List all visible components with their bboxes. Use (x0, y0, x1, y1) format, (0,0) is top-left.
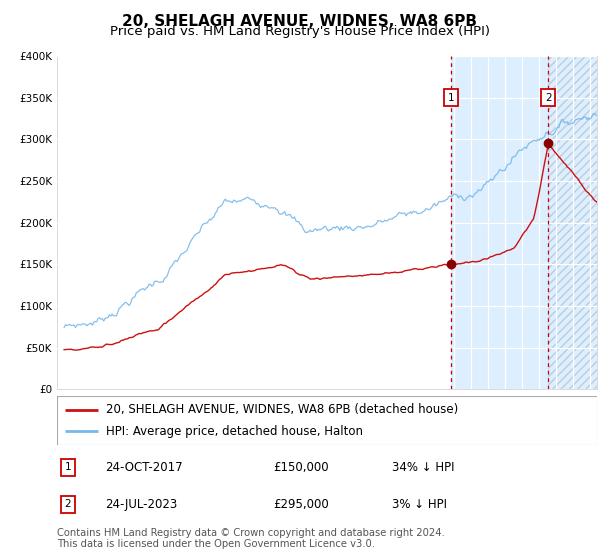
Text: Contains HM Land Registry data © Crown copyright and database right 2024.
This d: Contains HM Land Registry data © Crown c… (57, 528, 445, 549)
Text: 2: 2 (545, 92, 551, 102)
Text: 20, SHELAGH AVENUE, WIDNES, WA8 6PB (detached house): 20, SHELAGH AVENUE, WIDNES, WA8 6PB (det… (106, 403, 458, 416)
Text: Price paid vs. HM Land Registry's House Price Index (HPI): Price paid vs. HM Land Registry's House … (110, 25, 490, 38)
Text: 1: 1 (448, 92, 454, 102)
Text: 34% ↓ HPI: 34% ↓ HPI (392, 461, 454, 474)
FancyBboxPatch shape (57, 396, 597, 445)
Text: £150,000: £150,000 (273, 461, 329, 474)
Text: 3% ↓ HPI: 3% ↓ HPI (392, 498, 447, 511)
Bar (548, 56, 600, 389)
Bar (451, 56, 548, 389)
Text: 20, SHELAGH AVENUE, WIDNES, WA8 6PB: 20, SHELAGH AVENUE, WIDNES, WA8 6PB (122, 14, 478, 29)
Text: 24-OCT-2017: 24-OCT-2017 (106, 461, 183, 474)
Text: 24-JUL-2023: 24-JUL-2023 (106, 498, 178, 511)
Bar (548, 56, 600, 389)
Text: £295,000: £295,000 (273, 498, 329, 511)
Text: 1: 1 (64, 463, 71, 473)
Text: 2: 2 (64, 500, 71, 510)
Text: HPI: Average price, detached house, Halton: HPI: Average price, detached house, Halt… (106, 425, 362, 438)
